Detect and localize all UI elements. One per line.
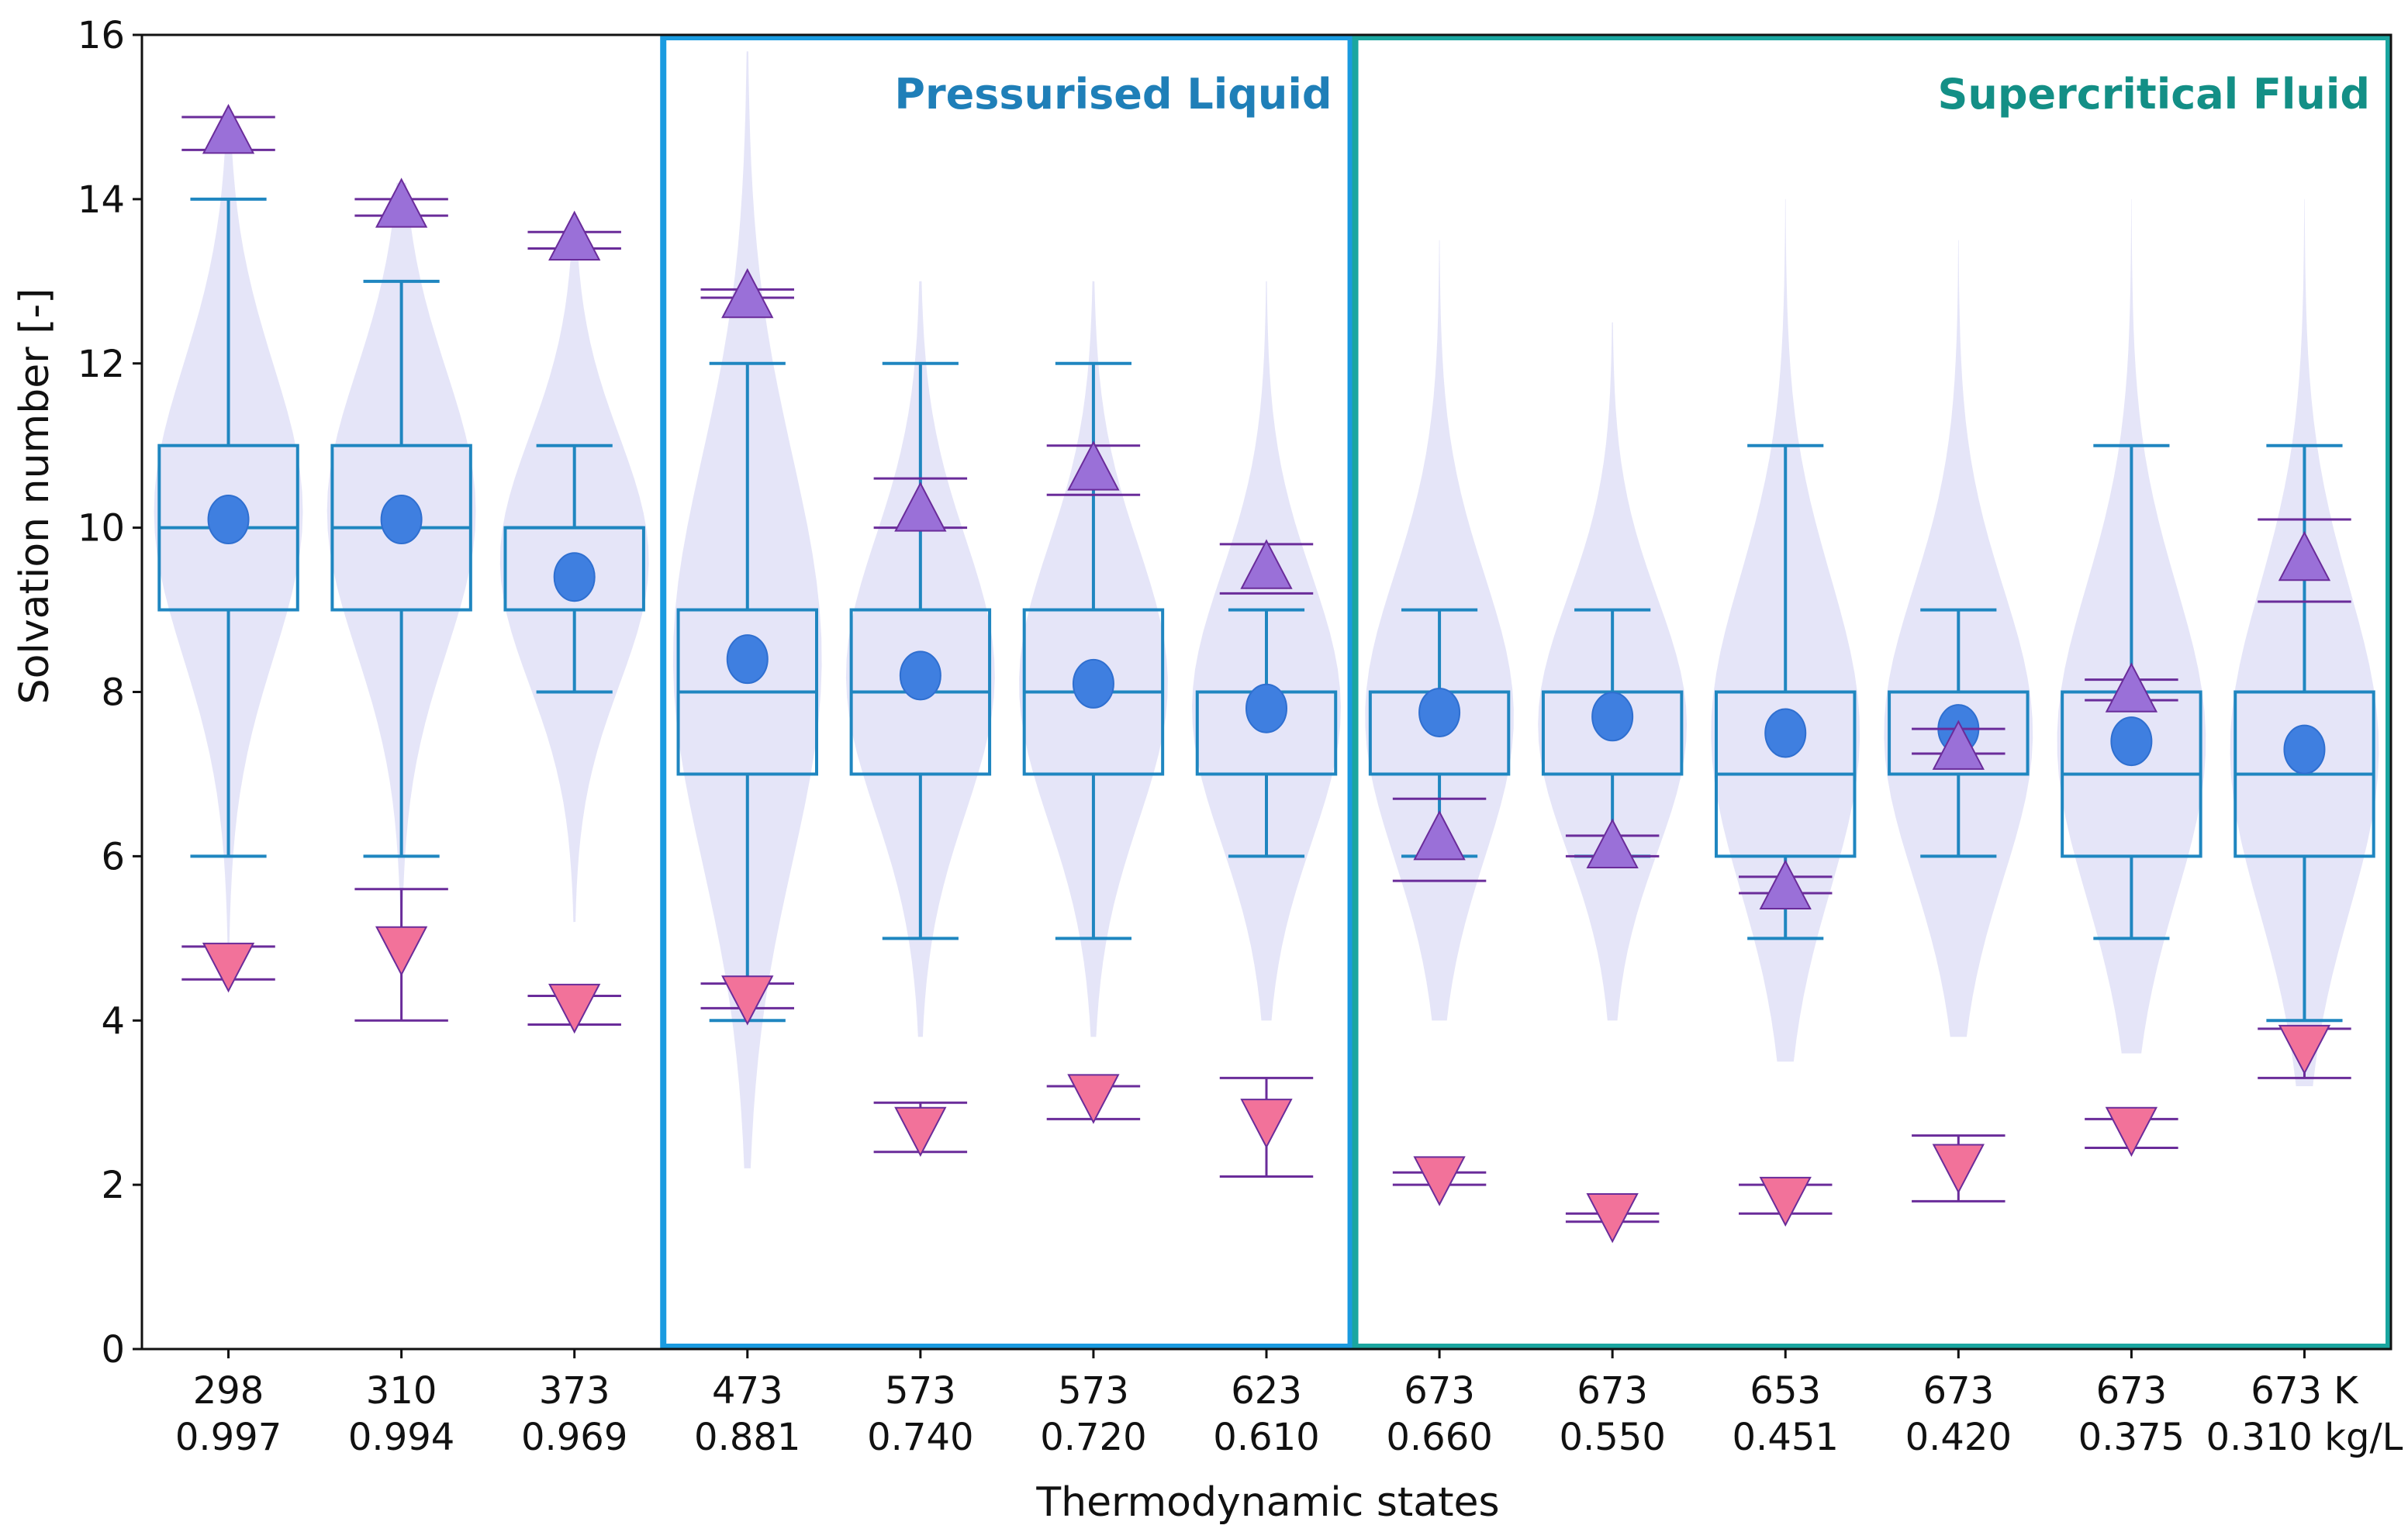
y-tick-label-6: 12 [78,343,125,386]
y-tick-label-1: 2 [101,1164,125,1207]
lower-triangle-6 [1240,1099,1293,1149]
x-tick-label-density-12: 0.310 kg/L [2206,1416,2403,1459]
y-tick-label-0: 0 [101,1328,125,1372]
mean-marker-7 [1418,687,1461,737]
axes-layer: 2980.9973100.9943730.9694730.8815730.740… [78,14,2403,1459]
x-tick-label-temp-7: 673 [1404,1369,1475,1413]
x-tick-label-temp-11: 673 [2096,1369,2168,1413]
x-tick-label-temp-12: 673 K [2251,1369,2359,1413]
violin-1 [326,182,476,955]
y-tick-label-2: 4 [101,999,125,1043]
y-axis-title: Solvation number [-] [12,288,58,705]
upper-triangle-8 [1586,818,1639,868]
x-tick-label-temp-6: 623 [1231,1369,1302,1413]
x-tick-label-density-1: 0.994 [348,1416,454,1459]
y-tick-label-4: 8 [101,671,125,715]
lower-triangle-5 [1067,1074,1120,1124]
x-tick-label-density-7: 0.660 [1386,1416,1492,1459]
x-tick-label-density-9: 0.451 [1733,1416,1839,1459]
x-axis-title: Thermodynamic states [1035,1479,1499,1526]
mean-marker-9 [1764,708,1807,758]
markers-layer [181,103,2351,1244]
mean-marker-4 [899,650,941,701]
lower-triangle-9 [1759,1176,1812,1227]
upper-triangle-2 [548,210,601,261]
lower-triangle-8 [1586,1193,1639,1244]
x-tick-label-density-10: 0.420 [1905,1416,2012,1459]
y-tick-label-3: 6 [101,835,125,878]
mean-marker-0 [207,495,250,545]
lower-triangle-11 [2105,1106,2158,1158]
upper-triangle-12 [2278,530,2331,581]
mean-marker-5 [1072,658,1114,709]
x-tick-label-temp-9: 653 [1750,1369,1821,1413]
region-label-1: Supercritical Fluid [1938,70,2370,119]
upper-triangle-9 [1759,859,1812,909]
mean-marker-8 [1591,692,1634,742]
x-tick-label-density-8: 0.550 [1559,1416,1665,1459]
x-tick-label-temp-4: 573 [885,1369,956,1413]
y-tick-label-7: 14 [78,178,125,222]
x-tick-label-temp-10: 673 [1923,1369,1994,1413]
x-tick-label-density-11: 0.375 [2078,1416,2185,1459]
x-tick-label-density-3: 0.881 [694,1416,800,1459]
mean-marker-12 [2283,724,2326,775]
mean-marker-1 [380,495,423,545]
x-tick-label-density-6: 0.610 [1213,1416,1319,1459]
upper-triangle-11 [2105,662,2158,713]
x-tick-label-density-5: 0.720 [1040,1416,1146,1459]
lower-triangle-4 [894,1106,947,1158]
lower-triangle-1 [375,926,428,977]
x-tick-label-temp-1: 310 [366,1369,437,1413]
mean-marker-6 [1245,683,1287,733]
x-tick-label-temp-8: 673 [1577,1369,1648,1413]
regions-layer: Pressurised Liquid Supercritical Fluid [660,34,2392,1350]
region-frame-0 [660,34,1354,1350]
lower-triangle-7 [1413,1156,1466,1206]
region-frame-1 [1352,34,2392,1350]
x-tick-label-temp-5: 573 [1058,1369,1129,1413]
upper-triangle-6 [1240,539,1293,589]
upper-triangle-3 [721,267,774,319]
upper-triangle-4 [894,481,947,532]
lower-triangle-12 [2278,1024,2331,1075]
lower-triangle-3 [721,975,774,1026]
upper-triangle-5 [1067,440,1120,491]
y-tick-label-8: 16 [78,14,125,57]
lower-triangle-2 [548,983,601,1034]
lower-triangle-0 [202,942,255,993]
x-tick-label-density-4: 0.740 [867,1416,973,1459]
x-tick-label-temp-0: 298 [193,1369,264,1413]
mean-marker-3 [726,634,769,685]
x-tick-label-temp-3: 473 [712,1369,783,1413]
upper-triangle-10 [1932,719,1985,770]
y-tick-label-5: 10 [78,507,125,550]
upper-triangle-7 [1413,810,1466,861]
mean-marker-2 [553,552,596,602]
region-label-0: Pressurised Liquid [894,70,1332,119]
x-tick-label-temp-2: 373 [539,1369,610,1413]
violin-0 [154,150,303,955]
upper-triangle-0 [202,103,255,154]
x-tick-label-density-2: 0.969 [521,1416,627,1459]
x-tick-label-density-0: 0.997 [175,1416,282,1459]
upper-triangle-1 [375,178,428,228]
mean-marker-11 [2110,716,2153,767]
lower-triangle-10 [1932,1144,1985,1194]
